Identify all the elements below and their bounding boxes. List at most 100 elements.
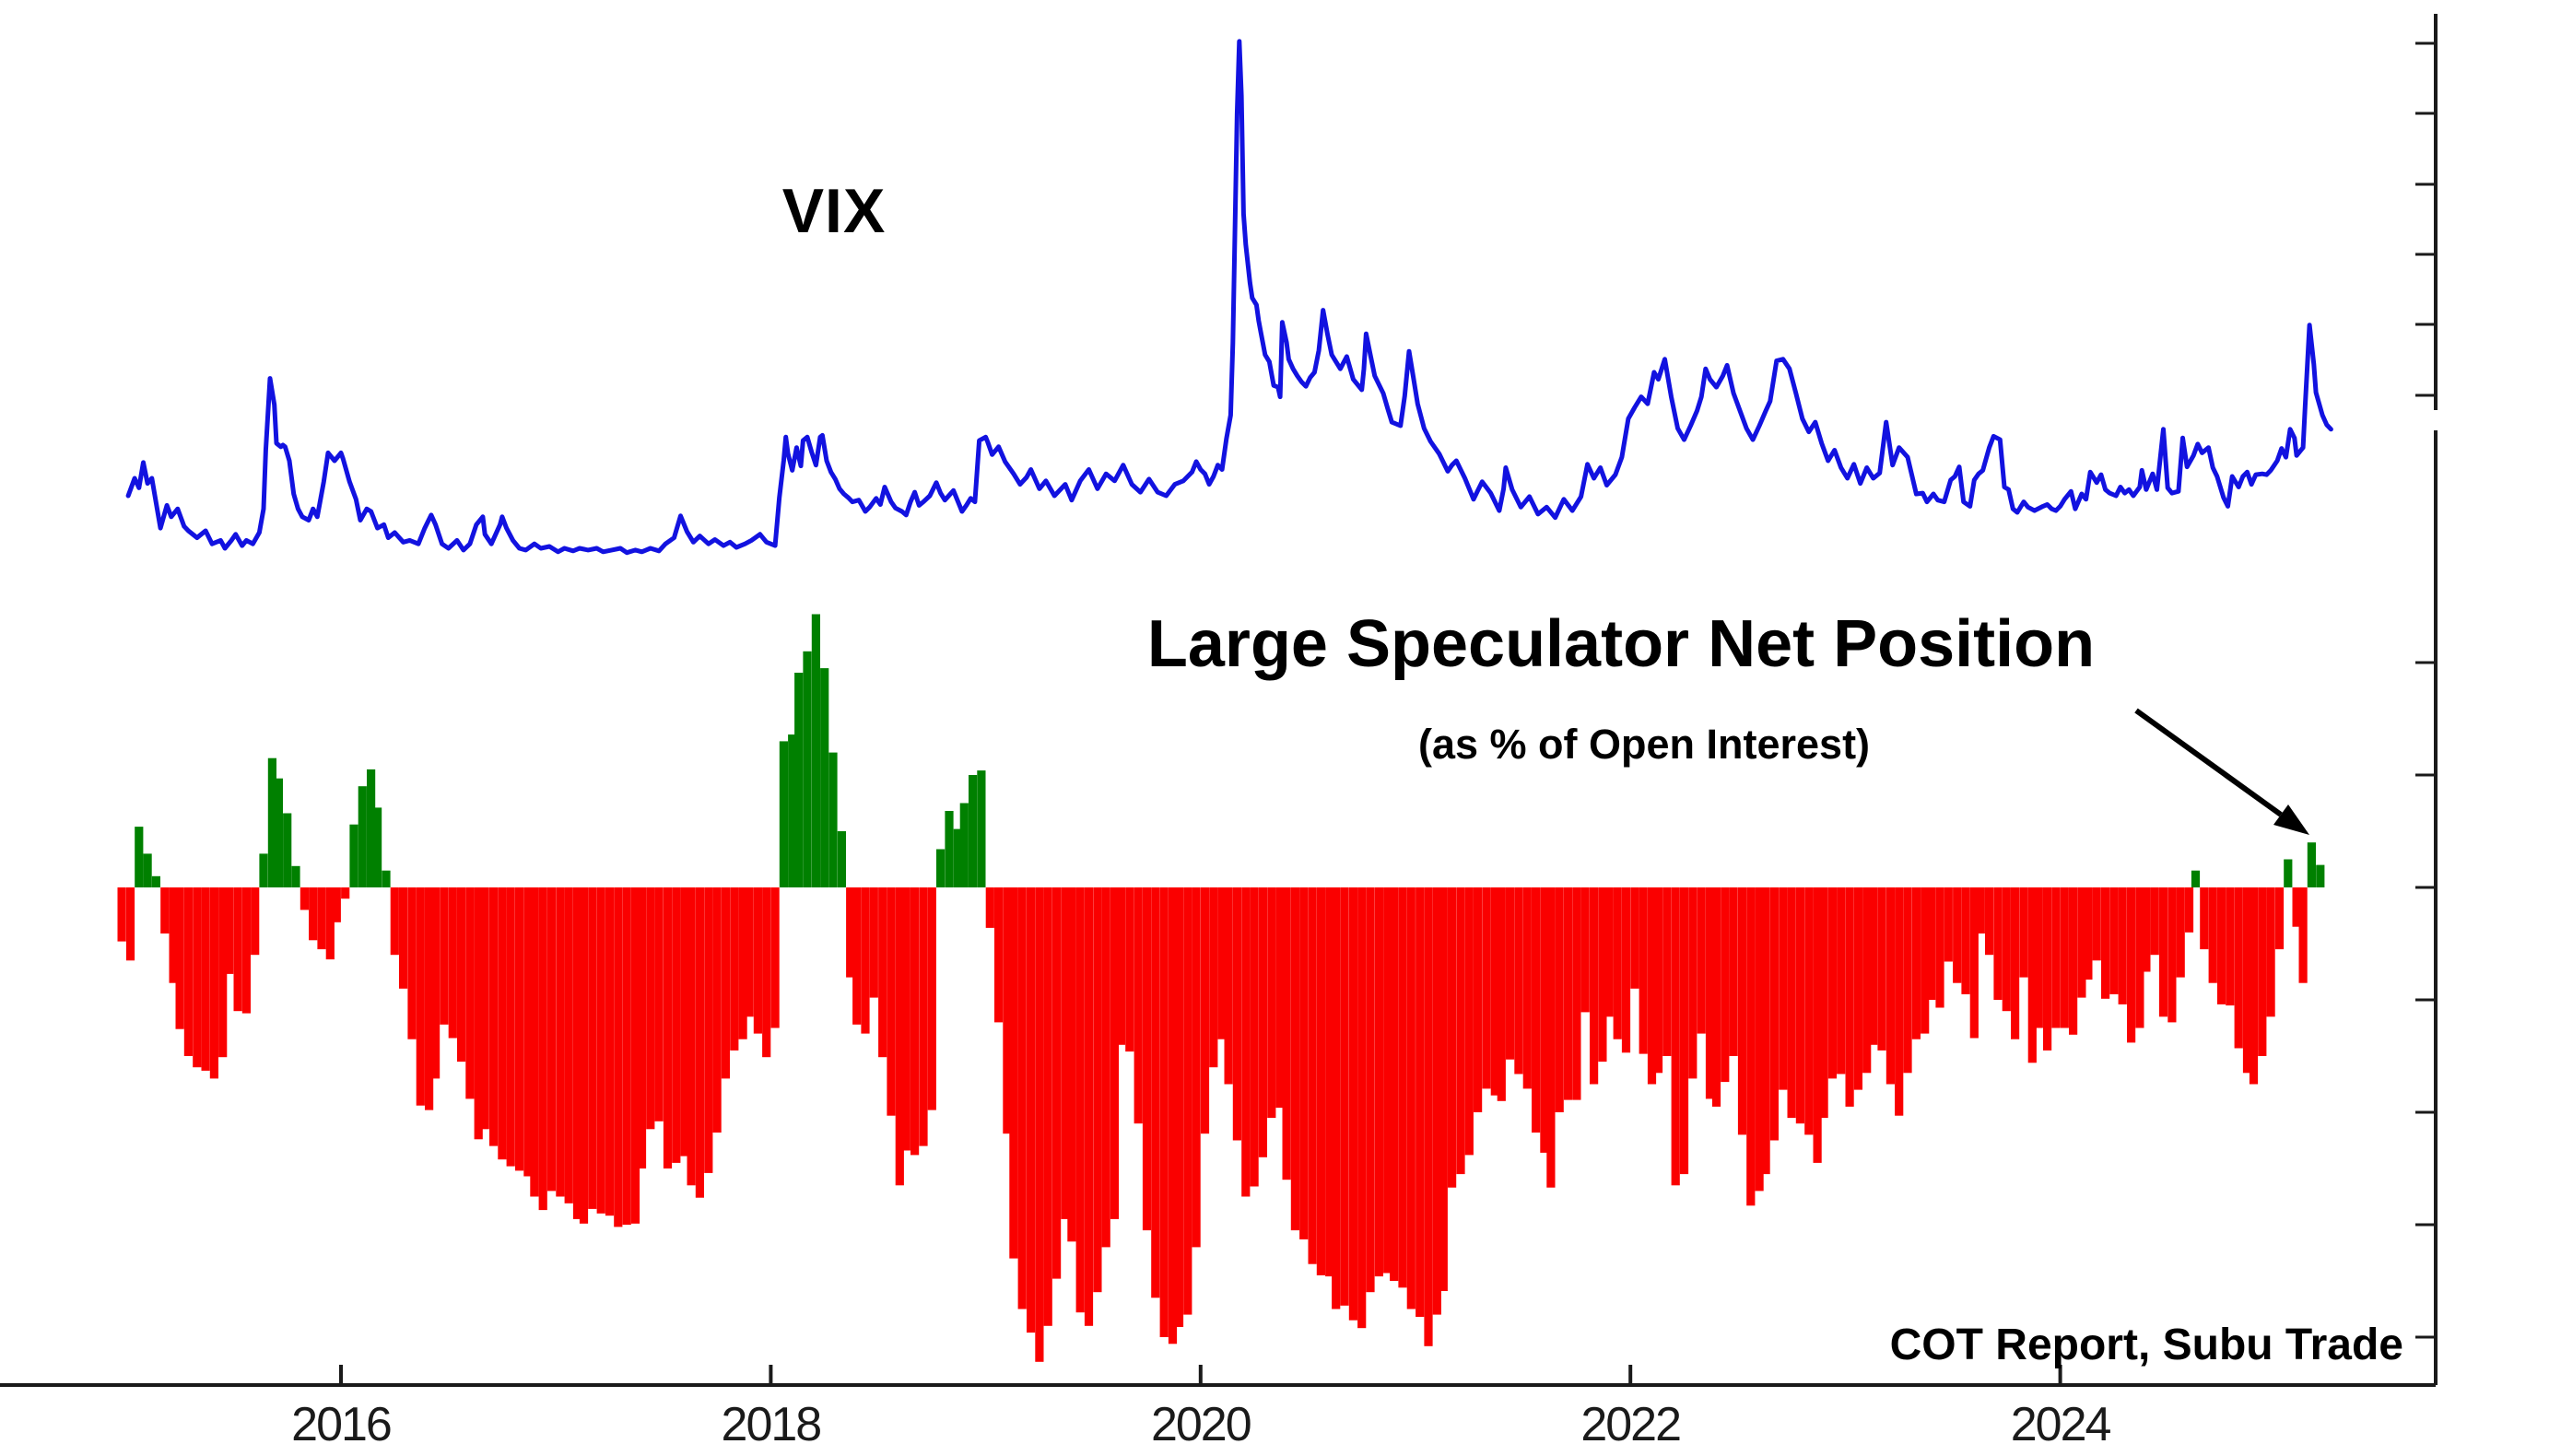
net-short-bar [2069, 887, 2078, 1035]
net-short-bar [1308, 887, 1317, 1264]
net-long-bar [788, 734, 797, 887]
net-short-bar [1598, 887, 1607, 1063]
net-short-bar [1168, 887, 1178, 1344]
net-long-bar [274, 778, 283, 887]
net-short-bar [1282, 887, 1291, 1180]
net-short-bar [672, 887, 681, 1163]
x-tick-label-2018: 2018 [721, 1398, 823, 1451]
net-long-bar [382, 870, 391, 887]
net-long-bar [2191, 870, 2201, 887]
net-short-bar [1993, 887, 2003, 1000]
net-short-bar [2249, 887, 2259, 1085]
net-short-bar [1432, 887, 1441, 1315]
net-short-bar [332, 887, 341, 922]
net-short-bar [325, 887, 335, 960]
net-short-bar [251, 887, 260, 956]
net-short-bar [1711, 887, 1721, 1107]
net-short-bar [1769, 887, 1779, 1141]
net-short-bar [2216, 887, 2226, 1004]
net-short-bar [1061, 887, 1070, 1219]
net-short-bar [2019, 887, 2028, 978]
net-short-bar [1729, 887, 1738, 1056]
net-short-bar [887, 887, 896, 1116]
net-short-bar [2167, 887, 2177, 1023]
net-short-bar [515, 887, 524, 1171]
net-short-bar [1241, 887, 1251, 1197]
net-long-bar [267, 757, 276, 887]
net-long-bar [349, 824, 358, 887]
net-short-bar [2242, 887, 2252, 1074]
net-short-bar [1159, 887, 1169, 1337]
annotation-arrow-head [2273, 804, 2309, 835]
net-long-bar [837, 831, 846, 887]
net-short-bar [646, 887, 655, 1130]
net-short-bar [1192, 887, 1201, 1248]
net-short-bar [1688, 887, 1698, 1079]
net-short-bar [1755, 887, 1764, 1192]
net-long-bar [283, 813, 292, 887]
net-short-bar [630, 887, 640, 1224]
net-short-bar [160, 887, 170, 933]
net-short-bar [506, 887, 515, 1167]
net-short-bar [241, 887, 251, 1014]
net-long-bar [358, 786, 367, 887]
net-short-bar [317, 887, 326, 950]
net-short-bar [193, 887, 202, 1068]
net-long-bar [2307, 842, 2316, 887]
net-position-subtitle: (as % of Open Interest) [1417, 721, 1871, 768]
net-short-bar [738, 887, 747, 1039]
net-long-bar [953, 828, 962, 887]
net-long-bar [2284, 859, 2293, 887]
net-short-bar [1621, 887, 1631, 1053]
net-short-bar [1679, 887, 1689, 1175]
net-short-bar [2084, 887, 2093, 980]
net-long-bar [2316, 864, 2325, 887]
net-short-bar [985, 887, 994, 928]
net-short-bar [117, 887, 126, 942]
net-short-bar [712, 887, 722, 1133]
net-short-bar [2298, 887, 2308, 983]
net-short-bar [201, 887, 210, 1071]
net-short-bar [1027, 887, 1036, 1333]
net-short-bar [1383, 887, 1392, 1274]
net-short-bar [753, 887, 762, 1034]
net-short-bar [1174, 887, 1184, 1327]
net-long-bar [779, 741, 788, 887]
net-short-bar [637, 887, 647, 1168]
net-short-bar [572, 887, 582, 1219]
net-short-bar [1555, 887, 1564, 1112]
net-short-bar [1250, 887, 1259, 1187]
net-long-bar [811, 614, 820, 887]
net-short-bar [431, 887, 441, 1079]
net-short-bar [745, 887, 754, 1017]
net-short-bar [1464, 887, 1474, 1156]
net-short-bar [1043, 887, 1052, 1326]
net-short-bar [1017, 887, 1027, 1309]
net-short-bar [704, 887, 713, 1173]
net-short-bar [2118, 887, 2127, 1004]
net-short-bar [1200, 887, 1210, 1134]
net-short-bar [1862, 887, 1872, 1074]
net-short-bar [416, 887, 425, 1106]
net-short-bar [2077, 887, 2086, 998]
net-short-bar [2258, 887, 2267, 1056]
net-long-bar [135, 827, 144, 887]
annotation-arrow-shaft [2134, 708, 2283, 817]
net-short-bar [2011, 887, 2020, 1039]
net-short-bar [1532, 887, 1541, 1133]
net-long-bar [828, 752, 838, 887]
net-short-bar [564, 887, 573, 1204]
net-short-bar [1705, 887, 1715, 1099]
net-short-bar [1258, 887, 1267, 1157]
net-long-bar [977, 770, 986, 887]
net-long-bar [959, 803, 969, 887]
net-short-bar [309, 887, 318, 941]
net-short-bar [680, 887, 689, 1157]
net-long-bar [820, 668, 829, 887]
net-short-bar [1439, 887, 1448, 1291]
source-credit: COT Report, Subu Trade [1889, 1321, 2403, 1369]
net-short-bar [895, 887, 904, 1186]
net-short-bar [2101, 887, 2110, 999]
net-short-bar [1183, 887, 1192, 1315]
